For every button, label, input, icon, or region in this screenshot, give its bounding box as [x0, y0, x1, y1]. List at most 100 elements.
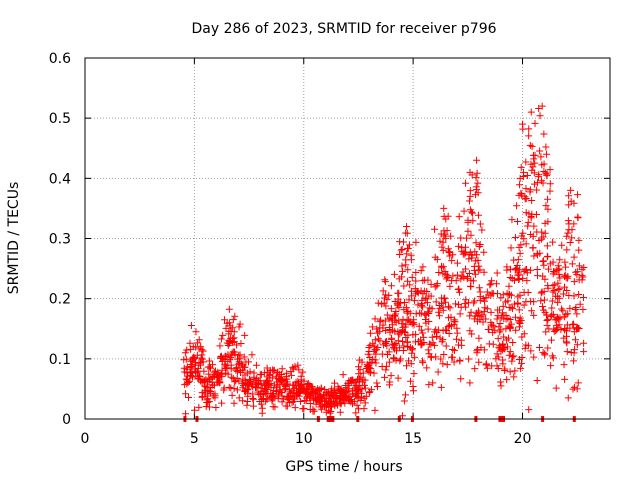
data-point [570, 357, 578, 365]
data-point [423, 287, 431, 295]
data-point [433, 280, 441, 288]
data-point [506, 368, 514, 376]
data-point [239, 397, 247, 405]
data-point [406, 281, 414, 289]
data-point [531, 180, 539, 188]
data-point [440, 295, 448, 303]
data-point [530, 222, 538, 230]
data-point [529, 244, 537, 252]
data-point [387, 314, 395, 322]
data-point [506, 265, 514, 273]
data-point [436, 237, 444, 245]
data-point [401, 329, 409, 337]
data-point [579, 273, 587, 281]
data-point [439, 327, 447, 335]
data-point [504, 297, 512, 305]
data-point [510, 373, 518, 381]
data-point [398, 262, 406, 270]
data-point [277, 389, 285, 397]
data-point [538, 228, 546, 236]
data-point [558, 305, 566, 313]
data-point [554, 262, 562, 270]
data-point [386, 326, 394, 334]
data-point [383, 362, 391, 370]
data-point [510, 256, 518, 264]
data-point [512, 313, 520, 321]
data-point [395, 275, 403, 283]
y-tick-label: 0.5 [49, 111, 71, 127]
data-point [511, 233, 519, 241]
data-point [415, 322, 423, 330]
data-point [371, 406, 379, 414]
data-point [403, 362, 411, 370]
data-point [322, 408, 330, 416]
data-point [228, 373, 236, 381]
data-point [352, 409, 360, 417]
data-point [536, 112, 544, 120]
chart-title: Day 286 of 2023, SRMTID for receiver p79… [191, 21, 496, 37]
data-point [486, 281, 494, 289]
data-point [229, 374, 237, 382]
data-point [454, 341, 462, 349]
data-point [432, 298, 440, 306]
data-point [410, 296, 418, 304]
data-point [514, 299, 522, 307]
data-point [216, 378, 224, 386]
data-point [209, 381, 217, 389]
data-point [487, 308, 495, 316]
data-point [523, 269, 531, 277]
data-point [361, 399, 369, 407]
data-point [398, 246, 406, 254]
data-point [401, 391, 409, 399]
data-point [546, 260, 554, 268]
data-point [511, 367, 519, 375]
data-point [226, 356, 234, 364]
data-point [547, 336, 555, 344]
data-point [220, 386, 228, 394]
data-point [517, 190, 525, 198]
data-point [422, 295, 430, 303]
data-point [391, 327, 399, 335]
data-point [229, 316, 237, 324]
data-point [516, 291, 524, 299]
data-point [560, 313, 568, 321]
y-tick-label: 0.6 [49, 51, 71, 67]
data-point [520, 301, 528, 309]
data-point [506, 348, 514, 356]
data-point [519, 172, 527, 180]
data-point [417, 267, 425, 275]
data-point [504, 343, 512, 351]
data-point [370, 369, 378, 377]
data-point [364, 362, 372, 370]
data-point [335, 385, 343, 393]
data-point [529, 232, 537, 240]
plot-frame [84, 57, 611, 420]
data-point [410, 387, 418, 395]
data-point [205, 370, 213, 378]
data-point [570, 199, 578, 207]
data-point [306, 405, 314, 413]
data-point [257, 370, 265, 378]
data-point [575, 276, 583, 284]
data-point [248, 351, 256, 359]
data-point [404, 308, 412, 316]
data-point [414, 301, 422, 309]
data-point [218, 399, 226, 407]
data-point [443, 361, 451, 369]
data-point [544, 344, 552, 352]
data-point [386, 378, 394, 386]
data-point [239, 384, 247, 392]
data-point [195, 336, 203, 344]
data-point [522, 185, 530, 193]
data-point [564, 394, 572, 402]
data-point [463, 234, 471, 242]
data-point [509, 338, 517, 346]
data-point [524, 289, 532, 297]
data-point [202, 383, 210, 391]
data-point [560, 334, 568, 342]
data-point [506, 273, 514, 281]
data-point [531, 151, 539, 159]
data-point [425, 350, 433, 358]
data-point [574, 324, 582, 332]
data-point [493, 350, 501, 358]
